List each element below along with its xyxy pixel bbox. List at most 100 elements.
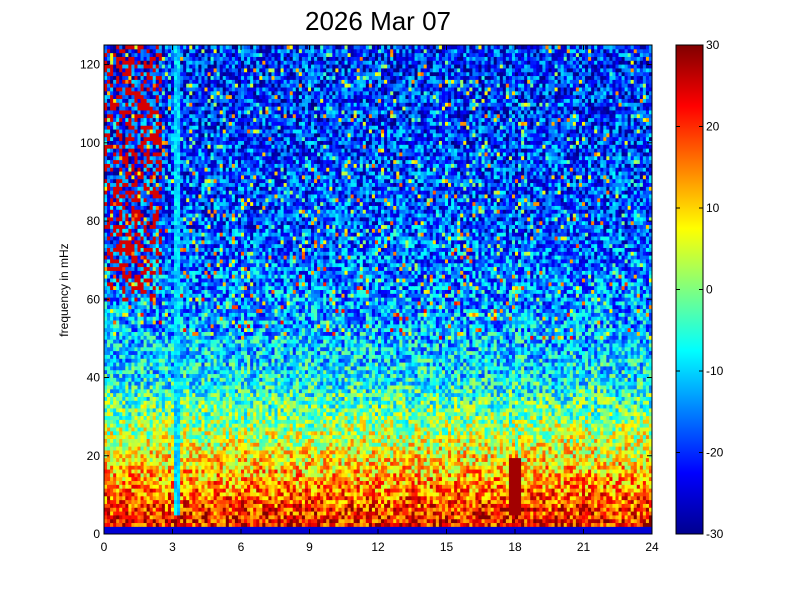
heatmap-cell (636, 522, 641, 527)
heatmap-cell (390, 518, 394, 524)
heatmap-cell (591, 438, 595, 443)
heatmap-cell (518, 503, 522, 508)
heatmap-cell (286, 427, 291, 432)
heatmap-cell (283, 491, 288, 497)
heatmap-cell (317, 465, 321, 470)
heatmap-cell (314, 442, 318, 447)
heatmap-cell (639, 514, 644, 520)
heatmap-cell (125, 461, 129, 466)
heatmap-cell (630, 526, 635, 531)
heatmap-cell (195, 518, 199, 524)
heatmap-cell (515, 514, 519, 520)
heatmap-cell (314, 503, 318, 508)
heatmap-cell (530, 507, 534, 512)
heatmap-cell (353, 469, 358, 474)
heatmap-cell (515, 461, 519, 466)
heatmap-cell (384, 507, 388, 512)
heatmap-cell (533, 461, 537, 466)
heatmap-cell (557, 491, 562, 497)
heatmap-cell (161, 430, 166, 436)
heatmap-cell (545, 495, 549, 501)
heatmap-cell (566, 480, 571, 485)
heatmap-cell (423, 472, 428, 478)
heatmap-cell (368, 438, 373, 443)
heatmap-cell (219, 446, 224, 451)
heatmap-cell (253, 472, 257, 478)
heatmap-cell (323, 499, 327, 504)
heatmap-cell (140, 526, 145, 531)
heatmap-cell (286, 484, 291, 489)
heatmap-cell (469, 465, 473, 470)
heatmap-cell (189, 518, 193, 524)
heatmap-cell (429, 427, 434, 432)
heatmap-cell (174, 530, 178, 535)
heatmap-cell (134, 476, 138, 482)
heatmap-cell (283, 465, 288, 470)
heatmap-cell (244, 472, 248, 478)
heatmap-cell (368, 434, 373, 439)
heatmap-cell (347, 499, 352, 504)
heatmap-cell (448, 503, 452, 508)
heatmap-cell (423, 518, 428, 524)
heatmap-cell (295, 507, 300, 512)
heatmap-cell (374, 469, 379, 474)
heatmap-cell (140, 449, 145, 455)
heatmap-cell (116, 507, 120, 512)
heatmap-cell (113, 427, 117, 432)
heatmap-cell (457, 430, 461, 436)
heatmap-cell (155, 522, 160, 527)
heatmap-cell (119, 522, 123, 527)
heatmap-cell (594, 442, 598, 447)
heatmap-cell (411, 469, 416, 474)
heatmap-cell (283, 530, 288, 535)
heatmap-cell (177, 449, 181, 455)
heatmap-cell (539, 495, 543, 501)
heatmap-cell (274, 461, 279, 466)
heatmap-cell (119, 491, 123, 497)
heatmap-cell (536, 476, 540, 482)
heatmap-cell (606, 530, 610, 535)
heatmap-cell (402, 457, 406, 462)
heatmap-cell (426, 511, 431, 516)
heatmap-cell (134, 499, 138, 504)
heatmap-cell (167, 438, 172, 443)
heatmap-cell (624, 518, 629, 524)
heatmap-cell (585, 480, 589, 485)
heatmap-cell (183, 427, 187, 432)
heatmap-cell (338, 488, 342, 493)
heatmap-cell (524, 442, 528, 447)
heatmap-cell (362, 499, 367, 504)
heatmap-cell (222, 465, 227, 470)
heatmap-cell (107, 438, 111, 443)
heatmap-cell (219, 427, 224, 432)
heatmap-cell (201, 457, 205, 462)
heatmap-cell (207, 488, 212, 493)
heatmap-cell (621, 449, 626, 455)
heatmap-cell (633, 476, 638, 482)
heatmap-cell (195, 457, 199, 462)
heatmap-cell (301, 449, 306, 455)
heatmap-cell (402, 495, 406, 501)
heatmap-cell (378, 488, 382, 493)
heatmap-cell (244, 495, 248, 501)
heatmap-cell (283, 449, 288, 455)
heatmap-cell (594, 480, 598, 485)
heatmap-cell (481, 488, 486, 493)
heatmap-cell (487, 526, 492, 531)
heatmap-cell (125, 465, 129, 470)
heatmap-cell (371, 495, 376, 501)
heatmap-cell (110, 526, 114, 531)
heatmap-cell (414, 491, 419, 497)
heatmap-cell (329, 434, 333, 439)
heatmap-cell (478, 442, 483, 447)
heatmap-cell (575, 526, 580, 531)
heatmap-cell (387, 499, 391, 504)
heatmap-cell (469, 472, 473, 478)
heatmap-cell (578, 495, 583, 501)
heatmap-cell (301, 484, 306, 489)
heatmap-cell (381, 522, 385, 527)
heatmap-cell (438, 491, 443, 497)
heatmap-cell (338, 453, 342, 459)
heatmap-cell (508, 488, 513, 493)
heatmap-cell (341, 526, 346, 531)
